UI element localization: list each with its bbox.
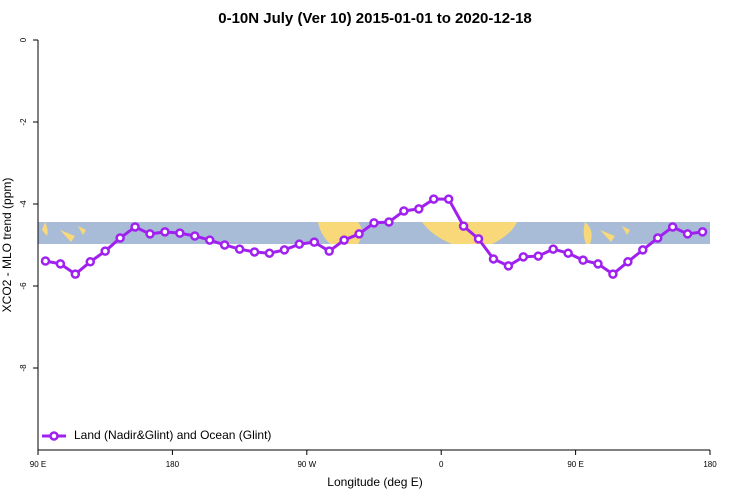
point	[234, 244, 245, 254]
point	[115, 233, 125, 243]
point	[488, 254, 499, 264]
point	[219, 240, 230, 250]
point	[190, 231, 200, 241]
y-tick-label: -8	[19, 364, 28, 372]
point	[145, 229, 155, 239]
point	[399, 206, 409, 216]
y-tick-label: -2	[19, 118, 28, 126]
y-tick-label: -6	[19, 282, 28, 290]
chart-title: 0-10N July (Ver 10) 2015-01-01 to 2020-1…	[218, 10, 532, 27]
point	[294, 239, 305, 249]
point	[608, 269, 618, 279]
point	[249, 247, 260, 257]
point	[85, 257, 96, 267]
x-axis-label: Longitude (deg E)	[327, 475, 422, 489]
point	[443, 194, 454, 204]
point	[40, 256, 51, 266]
point	[697, 227, 708, 237]
x-tick-label: 180	[166, 460, 180, 469]
point	[264, 248, 275, 258]
point	[682, 229, 693, 239]
point	[458, 221, 469, 231]
point	[623, 257, 633, 267]
y-tick-label: -4	[19, 200, 28, 208]
point	[548, 244, 558, 254]
point	[384, 217, 394, 227]
point	[339, 235, 349, 245]
y-tick-label: 0	[19, 37, 28, 42]
point	[354, 229, 364, 239]
point	[533, 251, 544, 261]
point	[160, 227, 170, 237]
point	[414, 204, 424, 214]
point	[55, 259, 66, 269]
x-tick-label: 180	[703, 460, 717, 469]
point	[593, 259, 603, 269]
x-tick-label: 90 E	[30, 460, 46, 469]
legend-label: Land (Nadir&Glint) and Ocean (Glint)	[74, 428, 271, 442]
point	[130, 222, 140, 232]
point	[503, 261, 514, 271]
point	[428, 194, 439, 204]
x-tick-label: 0	[439, 460, 444, 469]
point	[473, 234, 484, 244]
y-axis-label: XCO2 - MLO trend (ppm)	[0, 178, 14, 313]
point	[369, 218, 379, 228]
point	[309, 237, 320, 247]
point	[324, 246, 334, 256]
point	[279, 245, 290, 255]
point	[563, 248, 573, 258]
point	[100, 246, 110, 256]
point	[652, 233, 663, 243]
point	[175, 228, 185, 238]
point	[70, 269, 81, 279]
point	[578, 255, 588, 265]
point	[518, 252, 529, 262]
x-tick-label: 90 E	[567, 460, 583, 469]
point	[638, 245, 648, 255]
legend-marker	[49, 431, 59, 441]
point	[667, 222, 678, 232]
point	[204, 235, 215, 245]
x-tick-label: 90 W	[297, 460, 316, 469]
